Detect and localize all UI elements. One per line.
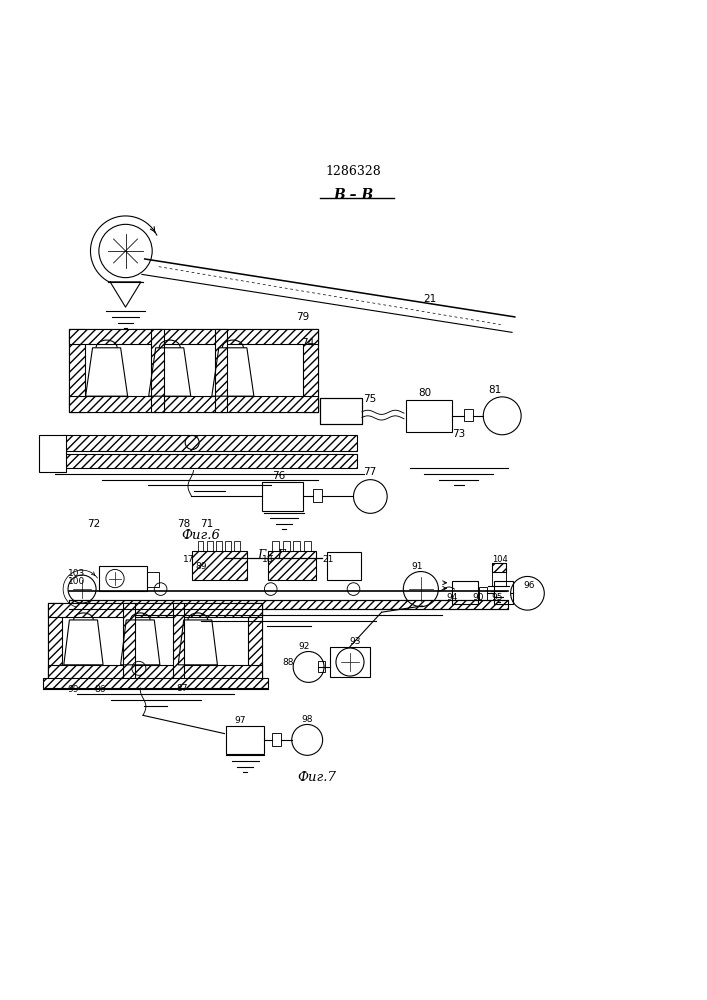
Text: 91: 91: [411, 562, 423, 571]
Bar: [226, 726, 264, 754]
Text: 75: 75: [363, 394, 377, 404]
Text: 71: 71: [201, 519, 214, 529]
Text: 96: 96: [523, 581, 534, 590]
Bar: [248, 603, 262, 679]
Bar: [406, 400, 452, 432]
Bar: [293, 541, 300, 551]
Bar: [268, 551, 315, 580]
Bar: [329, 647, 370, 677]
Bar: [491, 563, 506, 586]
Text: 88: 88: [282, 658, 293, 667]
Bar: [207, 541, 213, 551]
Bar: [272, 541, 279, 551]
Bar: [69, 329, 318, 344]
Bar: [173, 603, 185, 679]
Text: 100: 100: [68, 577, 86, 586]
Bar: [215, 329, 227, 412]
Bar: [48, 603, 262, 679]
Bar: [262, 482, 303, 511]
Bar: [317, 661, 325, 672]
Text: 79: 79: [296, 312, 309, 322]
Text: 73: 73: [452, 429, 465, 439]
Text: 74: 74: [301, 338, 314, 348]
Text: 80: 80: [419, 388, 432, 398]
Bar: [234, 541, 240, 551]
Bar: [198, 541, 204, 551]
Bar: [464, 409, 474, 421]
Bar: [192, 551, 247, 580]
Bar: [272, 733, 281, 746]
Bar: [452, 581, 479, 604]
Text: Фиг.6: Фиг.6: [182, 529, 221, 542]
Text: 98: 98: [302, 715, 313, 724]
Bar: [48, 665, 262, 679]
Text: 1286328: 1286328: [326, 165, 381, 178]
Text: 81: 81: [488, 385, 501, 395]
Bar: [493, 581, 513, 604]
Text: 17: 17: [183, 555, 194, 564]
Text: Фиг.7: Фиг.7: [298, 771, 337, 784]
Bar: [62, 454, 357, 468]
Bar: [479, 587, 487, 600]
Bar: [62, 435, 357, 451]
Bar: [304, 541, 310, 551]
Bar: [40, 435, 66, 472]
Bar: [283, 541, 290, 551]
Bar: [491, 563, 506, 572]
Bar: [69, 329, 318, 412]
Bar: [327, 552, 361, 580]
Bar: [124, 603, 134, 679]
Text: 76: 76: [272, 471, 286, 481]
Bar: [48, 603, 262, 617]
Text: 104: 104: [492, 555, 508, 564]
Text: 18: 18: [262, 555, 274, 564]
Bar: [320, 398, 362, 424]
Bar: [216, 541, 221, 551]
Bar: [99, 566, 146, 591]
Text: Г - Г: Г - Г: [257, 549, 286, 562]
Bar: [146, 572, 159, 587]
Bar: [43, 678, 268, 688]
Bar: [225, 541, 230, 551]
Text: 95: 95: [491, 593, 503, 602]
Text: 97: 97: [234, 716, 246, 725]
Bar: [320, 398, 362, 424]
Text: 87: 87: [177, 684, 188, 693]
Text: 93: 93: [349, 637, 361, 646]
Text: 77: 77: [363, 467, 377, 477]
Text: 90: 90: [473, 593, 484, 602]
Bar: [151, 329, 164, 412]
Text: 78: 78: [177, 519, 190, 529]
Bar: [69, 396, 318, 412]
Text: В – В: В – В: [334, 188, 373, 202]
Text: 103: 103: [68, 569, 86, 578]
Bar: [303, 329, 318, 412]
Bar: [48, 603, 62, 679]
Text: 72: 72: [87, 519, 100, 529]
Text: 21: 21: [322, 555, 333, 564]
Bar: [69, 329, 85, 412]
Bar: [312, 489, 322, 502]
Text: 92: 92: [299, 642, 310, 651]
Bar: [69, 600, 508, 609]
Text: 86: 86: [94, 685, 105, 694]
Text: 99: 99: [67, 685, 78, 694]
Text: 89: 89: [195, 562, 206, 571]
Text: 21: 21: [423, 294, 437, 304]
Text: 94: 94: [446, 593, 457, 602]
